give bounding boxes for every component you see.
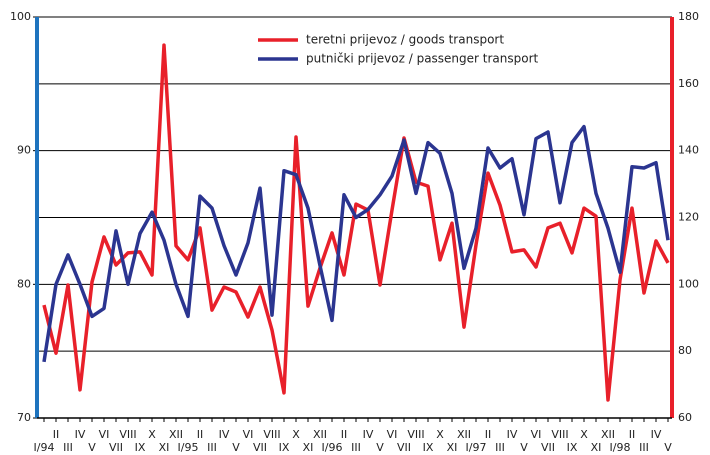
x-tick-label: XII bbox=[457, 428, 471, 441]
x-tick-label: VIII bbox=[119, 428, 136, 441]
x-tick-label: VI bbox=[243, 428, 254, 441]
x-tick-label: X bbox=[580, 428, 588, 441]
x-tick-label: II bbox=[341, 428, 348, 441]
x-tick-label: V bbox=[664, 441, 672, 454]
series-line bbox=[42, 43, 670, 402]
y2-tick-label: 60 bbox=[678, 411, 692, 424]
x-tick-label: VII bbox=[541, 441, 555, 454]
x-tick-label: I/95 bbox=[178, 441, 199, 454]
y2-tick-label: 140 bbox=[678, 144, 699, 157]
x-tick-label: III bbox=[351, 441, 361, 454]
x-tick-label: XI bbox=[591, 441, 602, 454]
x-tick-label: II bbox=[197, 428, 204, 441]
x-tick-label: I/96 bbox=[322, 441, 343, 454]
series-line bbox=[42, 124, 670, 363]
x-tick-label: X bbox=[148, 428, 156, 441]
x-tick-label: IX bbox=[423, 441, 434, 454]
y-tick-label: 70 bbox=[17, 411, 31, 424]
x-tick-label: II bbox=[53, 428, 60, 441]
x-tick-label: V bbox=[376, 441, 384, 454]
x-tick-label: IV bbox=[651, 428, 662, 441]
x-tick-label: X bbox=[292, 428, 300, 441]
x-tick-label: V bbox=[88, 441, 96, 454]
x-tick-label: I/97 bbox=[466, 441, 487, 454]
x-tick-label: XI bbox=[447, 441, 458, 454]
x-tick-label: VI bbox=[531, 428, 542, 441]
x-tick-label: I/98 bbox=[610, 441, 631, 454]
x-tick-label: XI bbox=[303, 441, 314, 454]
x-tick-label: IV bbox=[507, 428, 518, 441]
x-tick-label: VII bbox=[109, 441, 123, 454]
x-tick-label: XII bbox=[313, 428, 327, 441]
x-tick-label: VIII bbox=[263, 428, 280, 441]
x-tick-label: VIII bbox=[551, 428, 568, 441]
x-tick-label: V bbox=[232, 441, 240, 454]
x-tick-label: III bbox=[63, 441, 73, 454]
x-tick-label: I/94 bbox=[34, 441, 55, 454]
x-tick-label: IV bbox=[363, 428, 374, 441]
x-tick-label: IX bbox=[567, 441, 578, 454]
x-tick-label: VI bbox=[387, 428, 398, 441]
y2-tick-label: 180 bbox=[678, 10, 699, 23]
x-tick-label: XII bbox=[169, 428, 183, 441]
x-tick-label: II bbox=[485, 428, 492, 441]
x-tick-label: III bbox=[639, 441, 649, 454]
x-tick-label: IX bbox=[135, 441, 146, 454]
x-tick-label: IV bbox=[75, 428, 86, 441]
x-tick-label: II bbox=[629, 428, 636, 441]
x-tick-label: VI bbox=[99, 428, 110, 441]
x-tick-label: VIII bbox=[407, 428, 424, 441]
x-tick-label: VII bbox=[397, 441, 411, 454]
x-tick-label: X bbox=[436, 428, 444, 441]
y2-tick-label: 80 bbox=[678, 344, 692, 357]
x-tick-label: V bbox=[520, 441, 528, 454]
x-tick-label: IX bbox=[279, 441, 290, 454]
x-tick-label: III bbox=[207, 441, 217, 454]
y2-tick-label: 100 bbox=[678, 277, 699, 290]
x-tick-label: XI bbox=[159, 441, 170, 454]
x-tick-label: XII bbox=[601, 428, 615, 441]
y-tick-label: 90 bbox=[17, 144, 31, 157]
y2-tick-label: 160 bbox=[678, 77, 699, 90]
y-tick-label: 100 bbox=[10, 10, 31, 23]
legend-label: teretni prijevoz / goods transport bbox=[306, 33, 504, 47]
x-tick-label: III bbox=[495, 441, 505, 454]
legend-label: putnički prijevoz / passenger transport bbox=[306, 52, 539, 66]
x-tick-label: VII bbox=[253, 441, 267, 454]
y-tick-label: 80 bbox=[17, 277, 31, 290]
x-tick-label: IV bbox=[219, 428, 230, 441]
y2-tick-label: 120 bbox=[678, 211, 699, 224]
